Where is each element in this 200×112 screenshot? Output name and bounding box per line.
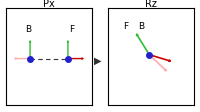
- Text: ▶: ▶: [94, 56, 101, 65]
- Text: F: F: [69, 25, 74, 34]
- Text: B: B: [25, 25, 31, 34]
- Text: B: B: [138, 22, 144, 31]
- Text: F: F: [123, 22, 128, 31]
- Title: Rz: Rz: [145, 0, 157, 9]
- Title: Px: Px: [43, 0, 55, 9]
